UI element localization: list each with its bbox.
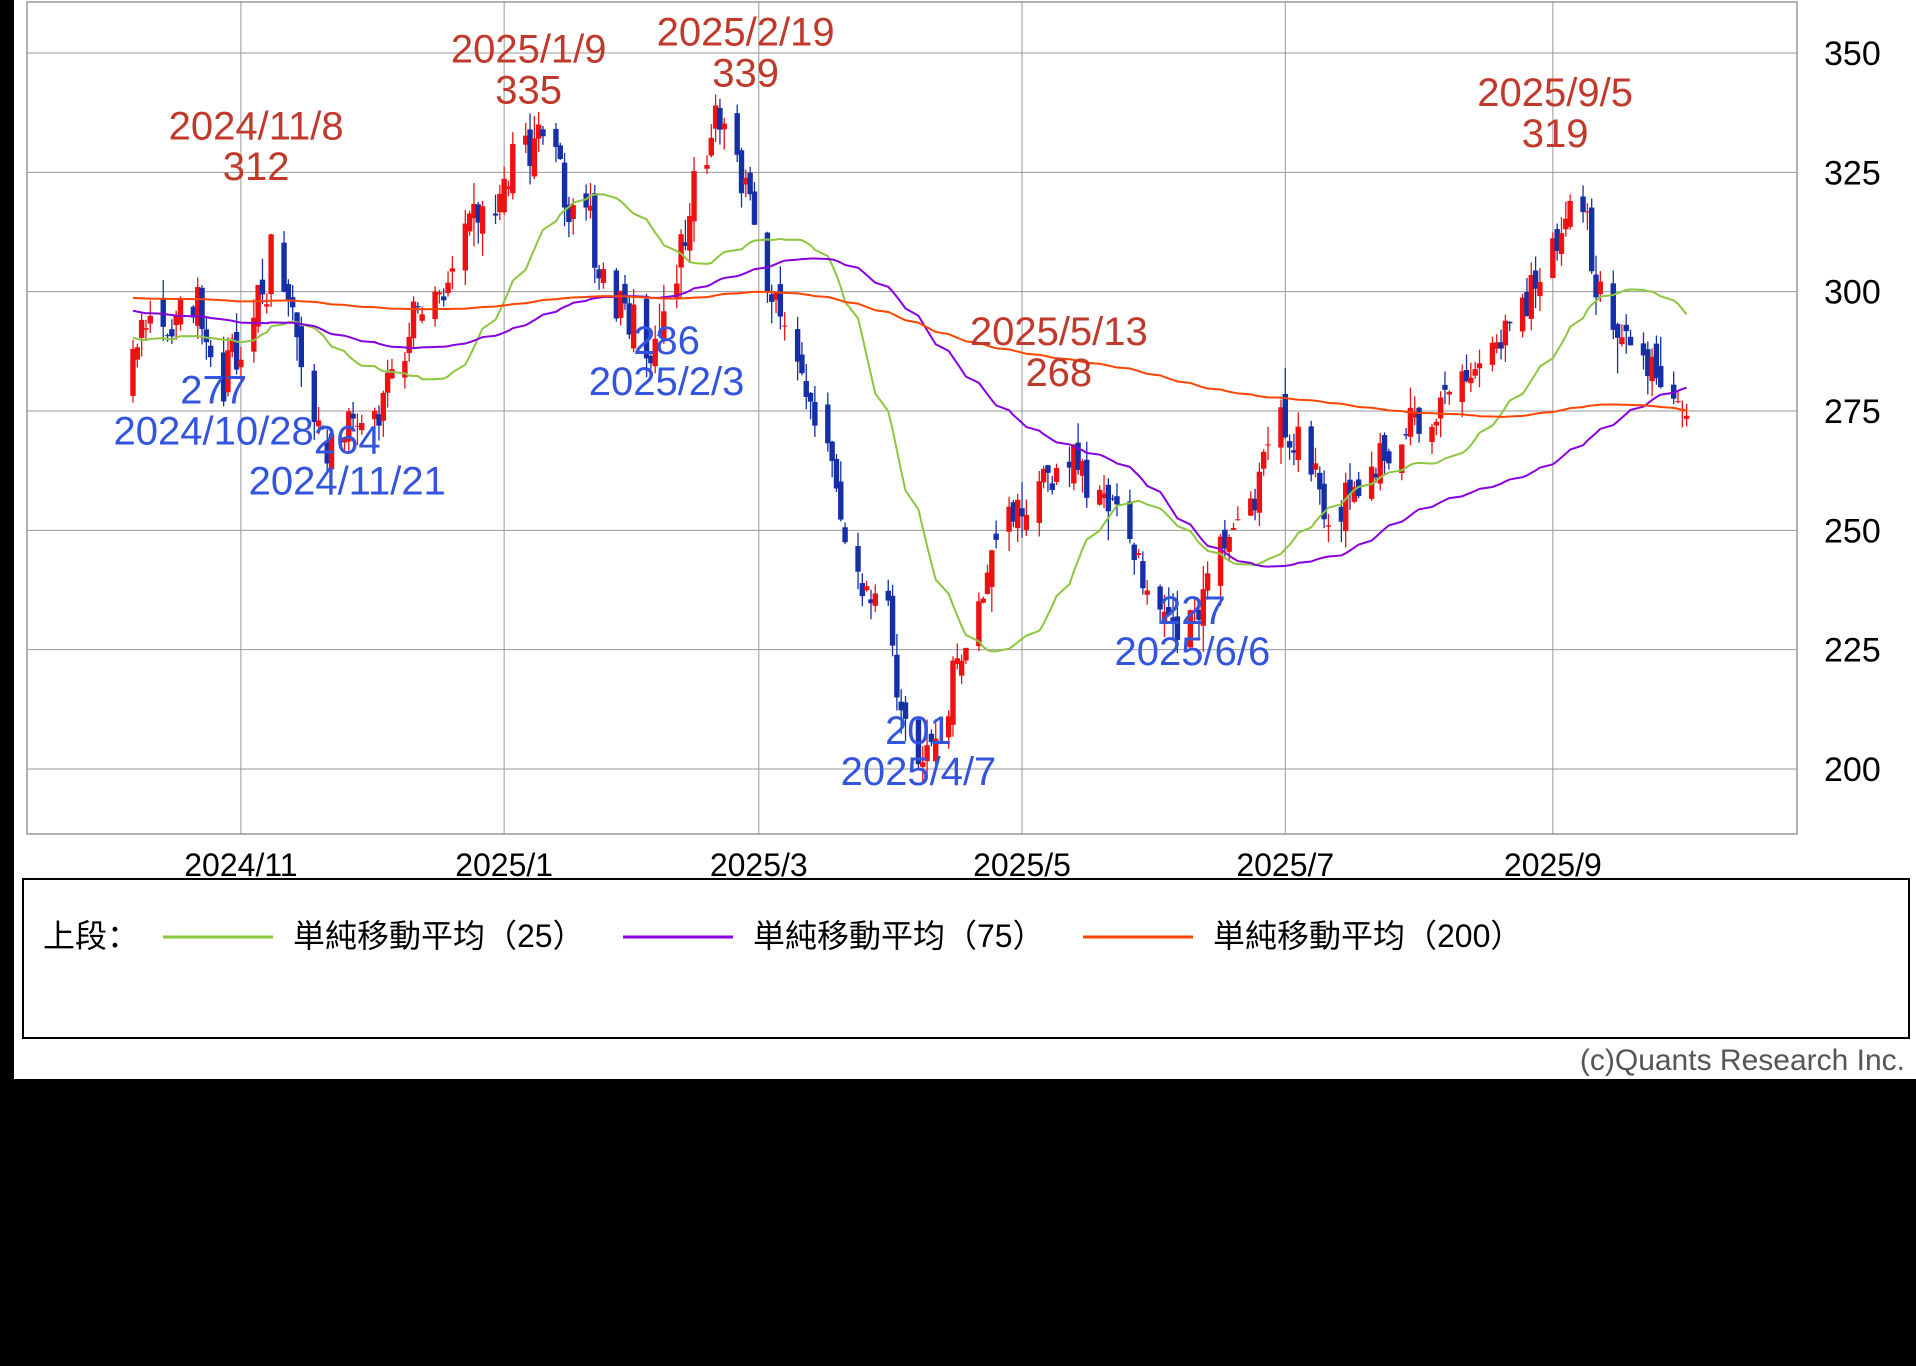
svg-text:2025/3: 2025/3 — [710, 847, 808, 883]
svg-text:2025/1: 2025/1 — [455, 847, 553, 883]
svg-text:2025/5: 2025/5 — [973, 847, 1071, 883]
svg-text:312: 312 — [223, 145, 290, 189]
svg-text:325: 325 — [1824, 154, 1881, 192]
svg-text:2025/5/13: 2025/5/13 — [970, 310, 1148, 354]
svg-text:339: 339 — [712, 51, 779, 95]
svg-text:2025/9: 2025/9 — [1504, 847, 1602, 883]
svg-text:2025/2/19: 2025/2/19 — [657, 11, 835, 55]
svg-text:2025/6/6: 2025/6/6 — [1115, 630, 1271, 674]
svg-text:単純移動平均（25）: 単純移動平均（25） — [293, 918, 585, 954]
svg-text:2025/2/3: 2025/2/3 — [589, 360, 745, 404]
svg-text:275: 275 — [1824, 393, 1881, 431]
svg-text:2024/11: 2024/11 — [184, 847, 297, 883]
svg-text:268: 268 — [1025, 351, 1092, 395]
svg-text:335: 335 — [495, 68, 562, 112]
svg-text:350: 350 — [1824, 35, 1881, 73]
svg-text:2025/9/5: 2025/9/5 — [1477, 71, 1633, 115]
svg-text:単純移動平均（200）: 単純移動平均（200） — [1213, 918, 1522, 954]
svg-text:2024/10/28: 2024/10/28 — [114, 409, 314, 453]
svg-text:2025/1/9: 2025/1/9 — [451, 28, 607, 72]
svg-text:264: 264 — [314, 419, 381, 463]
svg-text:286: 286 — [633, 319, 700, 363]
svg-text:200: 200 — [1824, 751, 1881, 789]
svg-text:(c)Quants Research Inc.: (c)Quants Research Inc. — [1580, 1044, 1905, 1077]
svg-text:225: 225 — [1824, 632, 1881, 670]
svg-text:319: 319 — [1522, 112, 1589, 156]
svg-text:2025/7: 2025/7 — [1236, 847, 1334, 883]
svg-text:2025/4/7: 2025/4/7 — [841, 750, 997, 794]
svg-text:上段：: 上段： — [43, 918, 139, 954]
svg-text:2024/11/21: 2024/11/21 — [249, 459, 446, 503]
svg-text:単純移動平均（75）: 単純移動平均（75） — [753, 918, 1045, 954]
svg-text:201: 201 — [885, 709, 952, 753]
svg-text:300: 300 — [1824, 274, 1881, 312]
svg-text:227: 227 — [1159, 589, 1226, 633]
svg-text:277: 277 — [180, 368, 247, 412]
svg-text:2024/11/8: 2024/11/8 — [169, 104, 344, 148]
svg-text:250: 250 — [1824, 512, 1881, 550]
